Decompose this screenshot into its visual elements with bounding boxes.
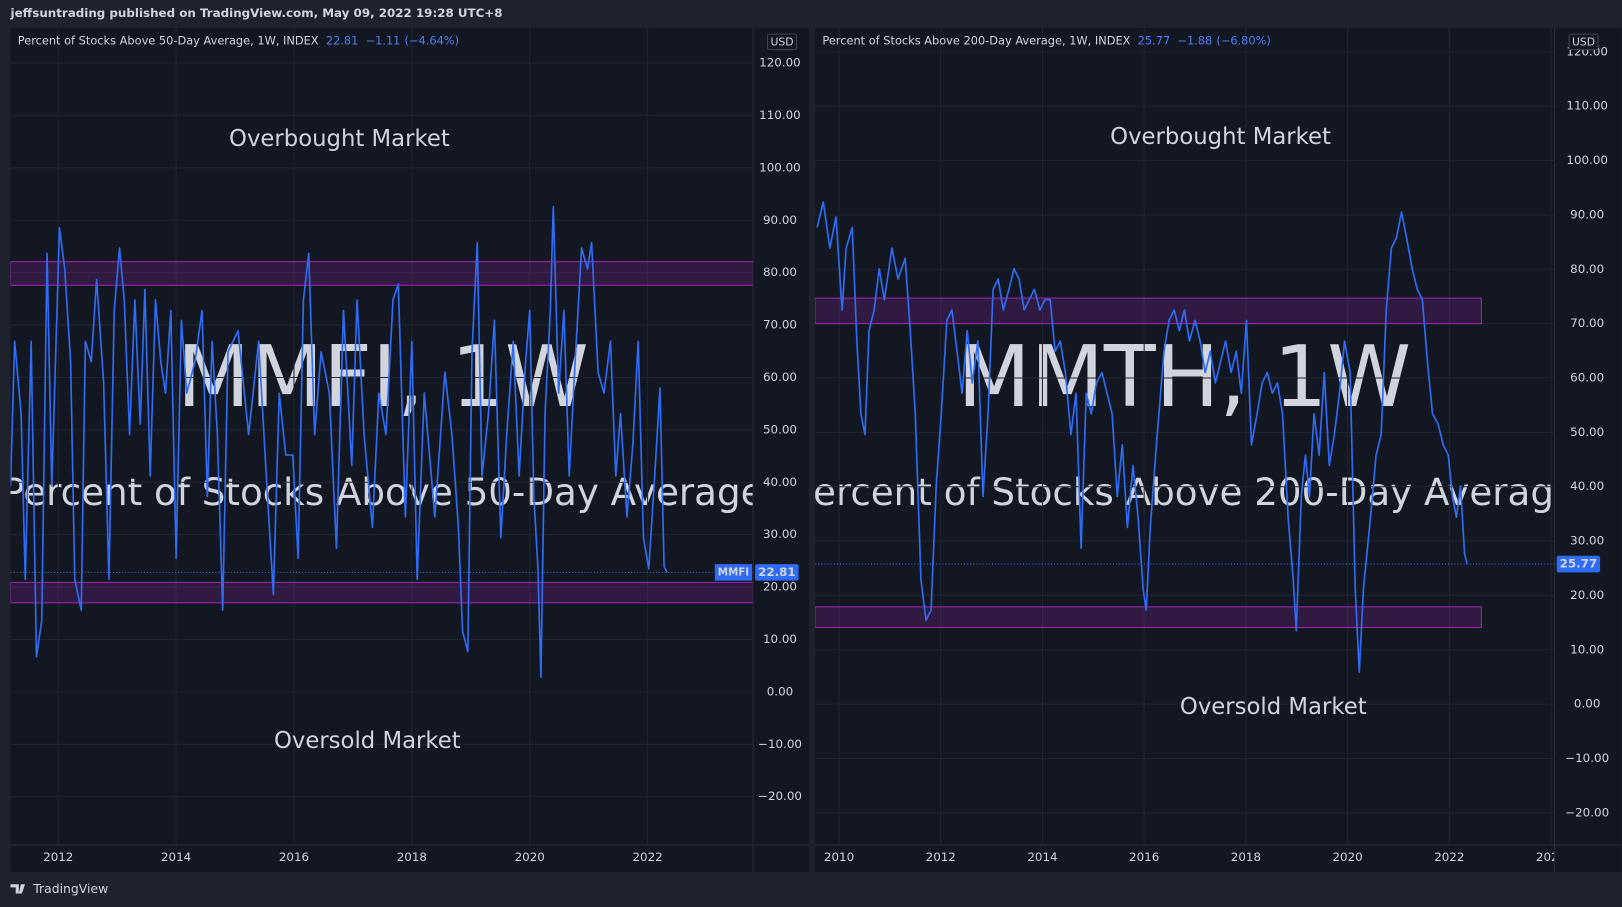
y-tick-label: 60.00	[1570, 370, 1604, 384]
y-tick-label: 110.00	[759, 108, 801, 122]
legend-change-pct: (−6.80%)	[1216, 33, 1270, 47]
footer-brand: TradingView	[32, 881, 108, 896]
y-tick-label: 70.00	[763, 318, 797, 332]
plot-area: MMTH, 1W Percent of Stocks Above 200-Day …	[792, 27, 1577, 845]
y-tick-label: 10.00	[763, 632, 797, 646]
y-tick-label: 50.00	[763, 422, 797, 436]
legend: Percent of Stocks Above 200-Day Average,…	[822, 33, 1270, 47]
x-tick-label: 2018	[1231, 850, 1261, 864]
legend-change: −1.11	[366, 33, 401, 47]
y-tick-label: 60.00	[763, 370, 797, 384]
last-value-badge	[1556, 555, 1601, 573]
annotation: Overbought Market	[1110, 124, 1331, 150]
legend-last: 22.81	[326, 33, 359, 47]
zone	[10, 581, 754, 604]
annotation: Oversold Market	[1180, 694, 1367, 720]
x-tick-label: 2020	[1332, 850, 1362, 864]
publish-header: jeffsuntrading published on TradingView.…	[10, 6, 503, 20]
legend-last: 25.77	[1138, 33, 1171, 47]
x-tick-label: 2014	[1027, 850, 1057, 864]
x-tick-label: 2024	[1536, 850, 1566, 864]
last-value-label: 22.81	[758, 565, 796, 579]
x-tick-label: 2012	[43, 850, 73, 864]
x-tick-label: 2018	[397, 850, 427, 864]
x-tick-label: 2016	[279, 850, 309, 864]
y-tick-label: 110.00	[1566, 99, 1608, 113]
symbol-badge-label: MMFI	[718, 566, 749, 578]
watermark: MMTH, 1W	[958, 327, 1412, 426]
y-tick-label: 10.00	[1570, 642, 1604, 656]
data-line	[10, 205, 668, 679]
tradingview-logo	[10, 884, 26, 894]
x-tick-label: 2010	[824, 850, 854, 864]
currency-label: USD	[1572, 35, 1595, 48]
x-axis-labels: 2010 2012 2014 2016 2018 2020 2022 2024	[824, 850, 1566, 864]
logo-dot	[20, 884, 25, 888]
legend-title: Percent of Stocks Above 200-Day Average,…	[822, 33, 1130, 47]
y-tick-label: −10.00	[758, 737, 802, 751]
y-tick-label: 90.00	[763, 213, 797, 227]
legend-change: −1.88	[1177, 33, 1212, 47]
currency-badge	[1568, 33, 1599, 51]
x-axis-labels: 2012 2014 2016 2018 2020 2022	[43, 850, 663, 864]
x-tick-label: 2020	[515, 850, 545, 864]
y-tick-label: 100.00	[759, 160, 801, 174]
y-tick-label: 30.00	[763, 527, 797, 541]
y-tick-label: 0.00	[1574, 697, 1600, 711]
legend-change-pct: (−4.64%)	[405, 33, 459, 47]
legend: Percent of Stocks Above 50-Day Average, …	[18, 33, 459, 47]
pane-background	[10, 27, 809, 872]
y-tick-label: 100.00	[1566, 153, 1608, 167]
x-tick-label: 2012	[926, 850, 956, 864]
y-tick-label: 20.00	[1570, 588, 1604, 602]
last-value-badge	[755, 564, 799, 581]
last-value-label: 25.77	[1560, 557, 1598, 571]
y-tick-label: 0.00	[767, 684, 793, 698]
y-tick-label: 30.00	[1570, 534, 1604, 548]
data-line	[816, 201, 1468, 673]
y-tick-label: 90.00	[1570, 207, 1604, 221]
y-tick-label: 40.00	[763, 475, 797, 489]
y-tick-label: −20.00	[1565, 805, 1609, 819]
y-tick-label: 120.00	[759, 56, 801, 70]
symbol-badge	[714, 564, 753, 581]
x-tick-label: 2016	[1129, 850, 1159, 864]
zone	[10, 261, 754, 286]
legend-title: Percent of Stocks Above 50-Day Average, …	[18, 33, 319, 47]
x-tick-label: 2014	[161, 850, 191, 864]
annotation: Overbought Market	[229, 126, 450, 152]
y-tick-label: 20.00	[763, 580, 797, 594]
x-tick-label: 2022	[1434, 850, 1464, 864]
y-tick-label: −20.00	[758, 789, 802, 803]
currency-label: USD	[770, 35, 793, 48]
y-tick-label: 70.00	[1570, 316, 1604, 330]
x-tick-label: 2022	[632, 850, 662, 864]
zone	[815, 297, 1482, 325]
y-tick-label: 80.00	[1570, 262, 1604, 276]
zone	[815, 606, 1482, 629]
y-tick-label: 40.00	[1570, 479, 1604, 493]
y-tick-label: −10.00	[1565, 751, 1609, 765]
currency-badge	[767, 33, 798, 51]
pane-background	[815, 27, 1622, 872]
y-tick-label: 80.00	[763, 265, 797, 279]
watermark-subtitle: Percent of Stocks Above 50-Day Average	[2, 470, 763, 514]
y-tick-label: 50.00	[1570, 425, 1604, 439]
watermark-subtitle: Percent of Stocks Above 200-Day Average	[792, 470, 1577, 514]
chart-pane: MMTH, 1W Percent of Stocks Above 200-Day …	[792, 27, 1622, 872]
annotation: Oversold Market	[274, 728, 461, 754]
